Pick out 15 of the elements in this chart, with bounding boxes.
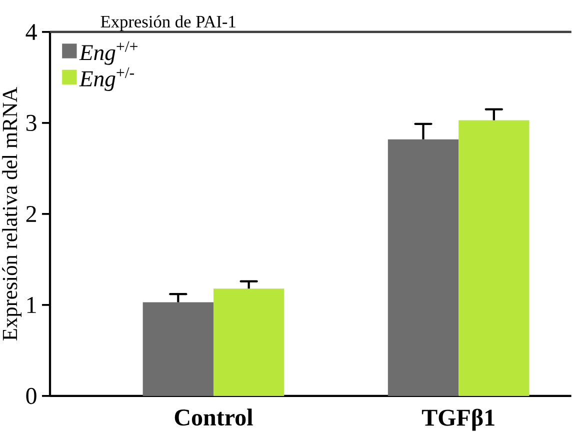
bar <box>458 120 530 396</box>
y-tick-label: 3 <box>26 114 36 132</box>
legend-label: Eng$^{+/+}$ <box>79 41 138 65</box>
y-tick-label: 0 <box>26 388 36 404</box>
legend-label: Eng$^{+/-}$ <box>79 67 134 92</box>
x-tick-label: Control <box>174 408 253 426</box>
y-tick-label: 4 <box>26 24 37 40</box>
y-tick-label: 1 <box>27 297 36 313</box>
chart-title: Expresión de PAI-1 <box>100 15 236 32</box>
bar <box>213 288 284 396</box>
bar <box>388 139 459 396</box>
bar <box>142 302 214 396</box>
y-tick-label: 2 <box>26 206 36 222</box>
y-axis-title: Expresión relativa del mRNA <box>2 87 22 340</box>
x-tick-label: TGFβ1 <box>422 408 494 431</box>
